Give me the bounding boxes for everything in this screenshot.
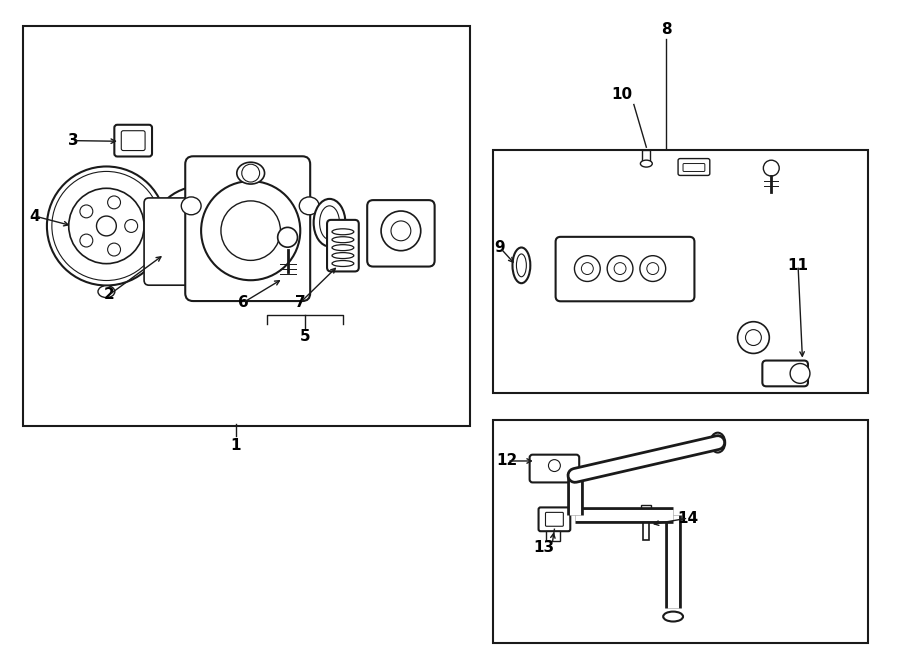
Ellipse shape	[300, 197, 319, 214]
Circle shape	[68, 188, 144, 263]
Bar	[493, 150, 868, 393]
Ellipse shape	[314, 199, 346, 246]
Ellipse shape	[710, 433, 725, 453]
Ellipse shape	[98, 286, 115, 297]
Ellipse shape	[512, 248, 530, 283]
Circle shape	[391, 221, 410, 241]
FancyBboxPatch shape	[762, 361, 808, 387]
Circle shape	[790, 363, 810, 383]
Circle shape	[108, 196, 121, 209]
Circle shape	[193, 228, 208, 244]
Text: 14: 14	[678, 510, 698, 526]
Ellipse shape	[320, 206, 339, 240]
Text: 13: 13	[533, 540, 554, 555]
FancyBboxPatch shape	[538, 507, 571, 531]
Ellipse shape	[332, 245, 354, 251]
Circle shape	[738, 322, 770, 354]
Circle shape	[201, 181, 301, 280]
Ellipse shape	[181, 197, 201, 214]
Bar	[546, 531, 561, 541]
FancyBboxPatch shape	[683, 164, 705, 171]
FancyBboxPatch shape	[678, 159, 710, 175]
Circle shape	[80, 205, 93, 218]
FancyBboxPatch shape	[144, 198, 230, 285]
Text: 6: 6	[238, 295, 248, 310]
Ellipse shape	[663, 612, 683, 622]
FancyBboxPatch shape	[529, 455, 580, 483]
Text: 7: 7	[295, 295, 305, 310]
Text: 3: 3	[68, 133, 78, 148]
Ellipse shape	[332, 261, 354, 267]
Circle shape	[278, 227, 298, 247]
Circle shape	[574, 256, 600, 281]
Bar	[642, 504, 652, 512]
FancyBboxPatch shape	[185, 156, 310, 301]
Text: 5: 5	[300, 329, 310, 344]
Text: 4: 4	[30, 209, 40, 224]
Circle shape	[47, 166, 166, 285]
Circle shape	[96, 216, 116, 236]
Bar	[493, 420, 868, 643]
Text: 1: 1	[230, 438, 241, 453]
Text: 2: 2	[104, 287, 114, 303]
Text: 8: 8	[661, 22, 671, 36]
Circle shape	[614, 263, 626, 275]
Circle shape	[220, 201, 281, 260]
Text: 11: 11	[788, 258, 808, 273]
Circle shape	[108, 243, 121, 256]
FancyBboxPatch shape	[122, 130, 145, 150]
Text: 9: 9	[495, 240, 505, 255]
Ellipse shape	[641, 160, 652, 167]
Text: 10: 10	[612, 87, 633, 102]
Circle shape	[150, 186, 249, 285]
Circle shape	[548, 459, 561, 471]
FancyBboxPatch shape	[555, 237, 695, 301]
Circle shape	[763, 160, 779, 176]
Ellipse shape	[332, 253, 354, 259]
Circle shape	[80, 234, 93, 247]
Bar	[23, 26, 470, 426]
FancyBboxPatch shape	[367, 200, 435, 267]
FancyBboxPatch shape	[327, 220, 359, 271]
Circle shape	[168, 204, 232, 267]
Circle shape	[242, 164, 259, 182]
Circle shape	[608, 256, 633, 281]
Bar	[643, 150, 651, 164]
Bar	[644, 512, 649, 540]
Circle shape	[647, 263, 659, 275]
Circle shape	[381, 211, 420, 251]
FancyBboxPatch shape	[114, 124, 152, 156]
Circle shape	[745, 330, 761, 346]
Ellipse shape	[332, 229, 354, 235]
Circle shape	[640, 256, 666, 281]
Ellipse shape	[237, 162, 265, 184]
Circle shape	[581, 263, 593, 275]
Ellipse shape	[517, 254, 526, 277]
Circle shape	[125, 220, 138, 232]
Text: 12: 12	[497, 453, 518, 469]
Ellipse shape	[332, 237, 354, 243]
FancyBboxPatch shape	[545, 512, 563, 526]
